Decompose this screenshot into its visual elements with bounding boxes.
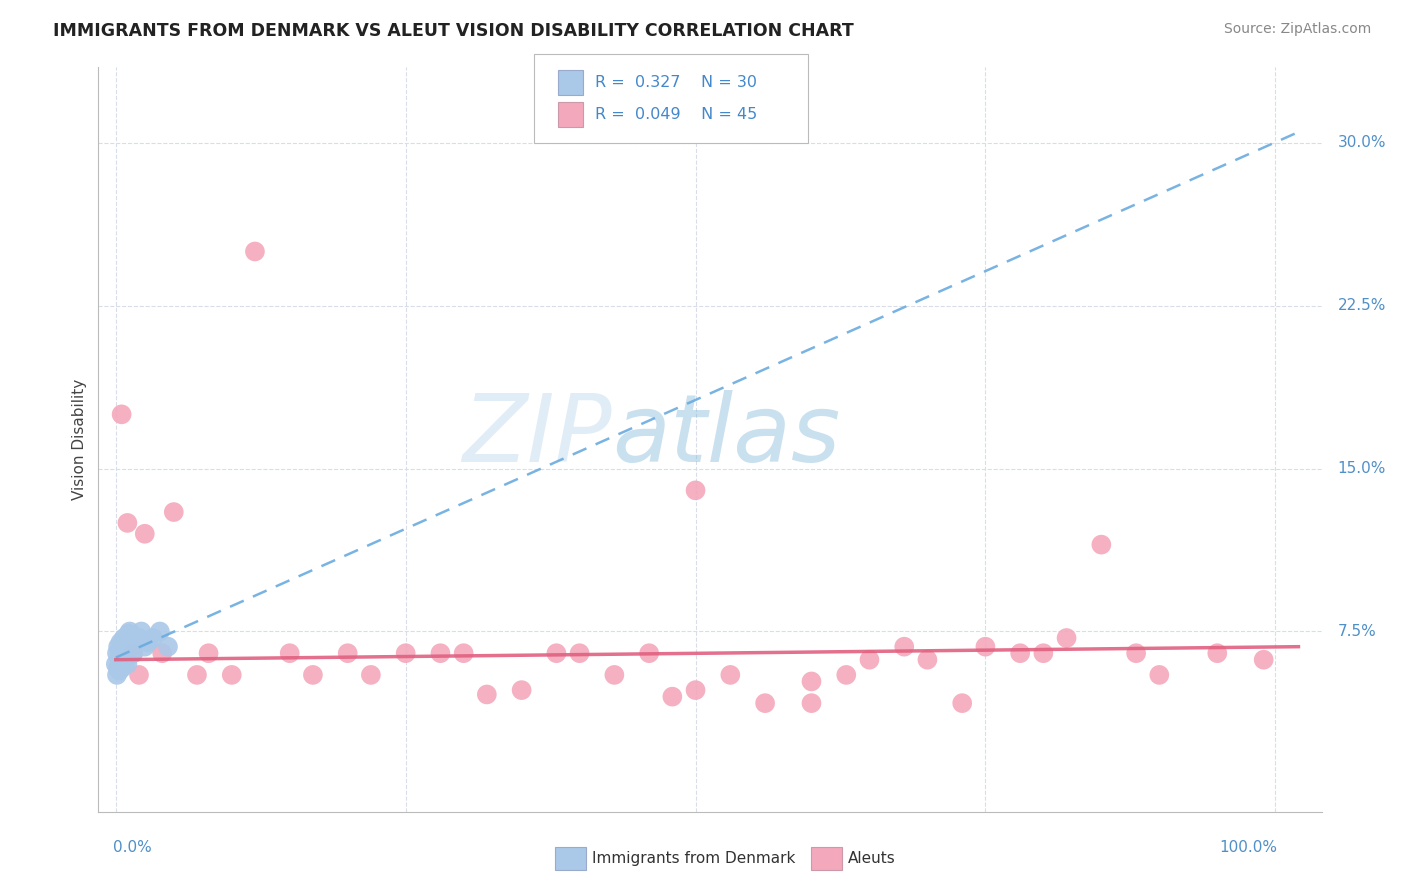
Point [360, 668, 382, 682]
Point [197, 646, 219, 660]
Text: R =  0.327    N = 30: R = 0.327 N = 30 [595, 76, 756, 90]
Point [638, 646, 661, 660]
Point [110, 646, 132, 660]
Point [278, 646, 301, 660]
Point [142, 631, 165, 645]
Text: Aleuts: Aleuts [848, 851, 896, 865]
Text: Immigrants from Denmark: Immigrants from Denmark [592, 851, 796, 865]
Point [510, 683, 533, 698]
Point [1206, 646, 1229, 660]
Text: 100.0%: 100.0% [1219, 840, 1278, 855]
Point [661, 690, 683, 704]
Point [134, 526, 156, 541]
Point [1253, 653, 1275, 667]
Point [136, 635, 159, 649]
Point [117, 516, 139, 530]
Text: 0.0%: 0.0% [114, 840, 152, 855]
Point [150, 646, 173, 660]
Point [950, 696, 973, 710]
Point [105, 668, 128, 682]
Point [893, 640, 915, 654]
Point [243, 244, 266, 259]
Point [131, 624, 153, 639]
Point [108, 664, 131, 678]
Point [110, 635, 132, 649]
Point [1149, 668, 1171, 682]
Point [108, 650, 131, 665]
Text: 7.5%: 7.5% [1337, 624, 1376, 639]
Point [835, 668, 858, 682]
Point [858, 653, 880, 667]
Point [1125, 646, 1147, 660]
Point [115, 653, 138, 667]
Point [124, 635, 146, 649]
Point [104, 657, 127, 671]
Point [186, 668, 208, 682]
Point [125, 631, 148, 645]
Point [453, 646, 475, 660]
Point [754, 696, 776, 710]
Point [395, 646, 418, 660]
Point [117, 635, 139, 649]
Point [107, 640, 129, 654]
Point [117, 626, 139, 640]
Text: R =  0.049    N = 45: R = 0.049 N = 45 [595, 107, 756, 121]
Text: 22.5%: 22.5% [1337, 298, 1386, 313]
Point [163, 505, 186, 519]
Text: atlas: atlas [612, 390, 841, 481]
Point [917, 653, 939, 667]
Point [110, 657, 132, 671]
Point [128, 631, 150, 645]
Point [122, 646, 145, 660]
Point [114, 644, 136, 658]
Point [718, 668, 741, 682]
Point [110, 661, 132, 675]
Point [429, 646, 451, 660]
Point [685, 683, 707, 698]
Text: ZIP: ZIP [463, 390, 612, 481]
Point [1090, 538, 1112, 552]
Point [221, 668, 243, 682]
Point [974, 640, 997, 654]
Point [568, 646, 591, 660]
Point [134, 640, 156, 654]
Point [603, 668, 626, 682]
Point [112, 631, 135, 645]
Text: 15.0%: 15.0% [1337, 461, 1386, 476]
Point [1056, 631, 1078, 645]
Point [107, 661, 129, 675]
Point [110, 408, 132, 422]
Point [546, 646, 568, 660]
Point [120, 640, 142, 654]
Point [117, 657, 139, 671]
Point [122, 646, 145, 660]
Point [118, 624, 141, 639]
Text: IMMIGRANTS FROM DENMARK VS ALEUT VISION DISABILITY CORRELATION CHART: IMMIGRANTS FROM DENMARK VS ALEUT VISION … [53, 22, 855, 40]
Point [105, 646, 128, 660]
Point [475, 688, 498, 702]
Point [302, 668, 325, 682]
Point [1010, 646, 1032, 660]
Text: Source: ZipAtlas.com: Source: ZipAtlas.com [1223, 22, 1371, 37]
Point [336, 646, 359, 660]
Point [1032, 646, 1054, 660]
Y-axis label: Vision Disability: Vision Disability [72, 379, 87, 500]
Point [149, 624, 172, 639]
Point [800, 696, 823, 710]
Point [156, 640, 179, 654]
Text: 30.0%: 30.0% [1337, 136, 1386, 151]
Point [800, 674, 823, 689]
Point [111, 640, 134, 654]
Point [685, 483, 707, 498]
Point [128, 668, 150, 682]
